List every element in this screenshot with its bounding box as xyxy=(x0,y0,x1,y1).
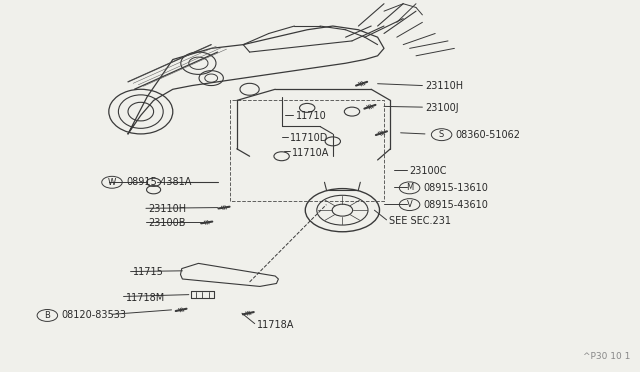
Text: 11718A: 11718A xyxy=(257,320,294,330)
Text: 08120-83533: 08120-83533 xyxy=(61,311,127,320)
Text: S: S xyxy=(439,130,444,139)
Text: 23100C: 23100C xyxy=(410,166,447,176)
Text: W: W xyxy=(108,178,116,187)
Text: 11710D: 11710D xyxy=(290,133,328,142)
Text: 08915-43610: 08915-43610 xyxy=(424,200,488,209)
Text: 11710: 11710 xyxy=(296,111,326,121)
Text: 11718M: 11718M xyxy=(126,293,165,302)
Text: ^P30 10 1: ^P30 10 1 xyxy=(583,352,630,361)
Text: 11715: 11715 xyxy=(133,267,164,277)
Text: 23110H: 23110H xyxy=(426,81,464,90)
Text: B: B xyxy=(44,311,51,320)
Text: 23110H: 23110H xyxy=(148,204,187,214)
Text: 11710A: 11710A xyxy=(292,148,329,157)
Text: 23100J: 23100J xyxy=(426,103,460,113)
Text: 08915-13610: 08915-13610 xyxy=(424,183,488,193)
Text: V: V xyxy=(407,200,412,209)
Text: 08915-4381A: 08915-4381A xyxy=(126,177,191,187)
Text: 08360-51062: 08360-51062 xyxy=(456,130,521,140)
Text: 23100B: 23100B xyxy=(148,218,186,228)
Text: M: M xyxy=(406,183,413,192)
Text: SEE SEC.231: SEE SEC.231 xyxy=(389,216,451,225)
